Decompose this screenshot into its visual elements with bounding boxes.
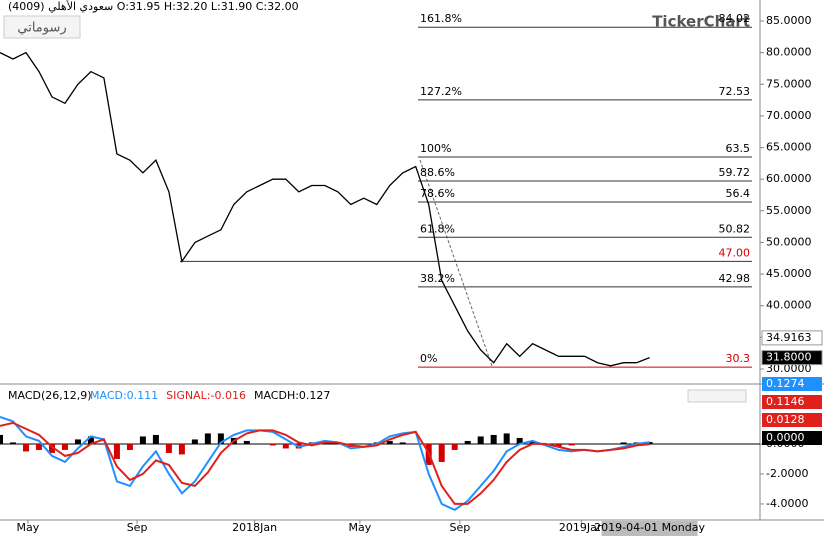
- macd-marker: [762, 431, 822, 445]
- histogram-bar: [126, 443, 133, 450]
- histogram-bar: [477, 436, 484, 444]
- histogram-bar: [282, 443, 289, 449]
- histogram-bar: [0, 434, 3, 444]
- panel-title: MACD(26,12,9): [8, 389, 92, 402]
- fib-value: 63.5: [726, 142, 751, 155]
- histogram-bar: [87, 436, 94, 444]
- histogram-bar: [165, 443, 172, 453]
- histogram-bar: [620, 442, 627, 444]
- fib-label: 88.6%: [420, 166, 455, 179]
- histogram-bar: [386, 440, 393, 444]
- fib-value: 56.4: [726, 187, 751, 200]
- panel-controls[interactable]: [687, 389, 747, 403]
- y-tick-label: 30.0000: [766, 362, 812, 375]
- histogram-bar: [555, 443, 562, 447]
- fib-value: 59.72: [719, 166, 751, 179]
- y-tick-label: 75.0000: [766, 77, 812, 90]
- legend-entry: MACD:0.111: [90, 389, 158, 402]
- y-tick-label: 40.0000: [766, 299, 812, 312]
- x-tick-label: May: [348, 521, 371, 534]
- histogram-bar: [217, 433, 224, 444]
- watermark: TickerChart: [652, 13, 750, 31]
- fib-label: 100%: [420, 142, 451, 155]
- histogram-bar: [464, 440, 471, 444]
- histogram-bar: [438, 443, 445, 462]
- price-marker-label: 34.9163: [766, 331, 812, 344]
- x-tick-label: 2018Jan: [232, 521, 277, 534]
- fib-label: 38.2%: [420, 272, 455, 285]
- x-tick-label: 2019Jan: [559, 521, 604, 534]
- macd-marker: [762, 413, 822, 427]
- fib-value: 42.98: [719, 272, 751, 285]
- histogram-bar: [35, 443, 42, 450]
- price-marker-label: 31.8000: [766, 351, 812, 364]
- crosshair-box: [601, 521, 698, 536]
- y-tick-label: 80.0000: [766, 46, 812, 59]
- histogram-bar: [61, 443, 68, 450]
- crosshair-label: 2019-04-01 Monday: [594, 521, 705, 534]
- button[interactable]: [3, 15, 81, 39]
- macd-marker-label: 0.0000: [766, 431, 805, 444]
- histogram-bar: [204, 433, 211, 444]
- price-marker: [761, 350, 823, 366]
- histogram-bar: [451, 443, 458, 450]
- histogram-bar: [22, 443, 29, 452]
- macd-marker: [762, 395, 822, 409]
- support-label: 47.00: [719, 246, 751, 259]
- fib-value: 50.82: [719, 222, 751, 235]
- legend-entry: MACDH:0.127: [254, 389, 330, 402]
- macd-marker: [762, 377, 822, 391]
- y-tick-label: -2.0000: [766, 467, 808, 480]
- histogram-bar: [48, 443, 55, 453]
- fib-label: 161.8%: [420, 12, 462, 25]
- fib-label: 61.8%: [420, 222, 455, 235]
- histogram-bar: [191, 439, 198, 444]
- histogram-bar: [399, 442, 406, 444]
- histogram-bar: [516, 437, 523, 444]
- price-line: [0, 51, 650, 367]
- histogram-bar: [113, 443, 120, 459]
- chart-title: سعودي الأهلي (4009) O:31.95 H:32.20 L:31…: [8, 0, 299, 13]
- y-tick-label: 85.0000: [766, 14, 812, 27]
- y-tick-label: 60.0000: [766, 172, 812, 185]
- y-tick-label: 70.0000: [766, 109, 812, 122]
- price-marker: [761, 330, 823, 346]
- histogram-bar: [269, 443, 276, 446]
- histogram-bar: [74, 439, 81, 444]
- y-tick-label: 50.0000: [766, 235, 812, 248]
- fib-value: 84.02: [719, 12, 751, 25]
- fib-label: 78.6%: [420, 187, 455, 200]
- histogram-bar: [529, 440, 536, 444]
- histogram-bar: [9, 442, 16, 444]
- macd-marker-label: 0.1146: [766, 395, 805, 408]
- fib-label: 127.2%: [420, 85, 462, 98]
- y-tick-label: -4.0000: [766, 497, 808, 510]
- trend-line: [419, 159, 493, 367]
- histogram-bar: [568, 443, 575, 446]
- fib-label: 0%: [420, 352, 437, 365]
- histogram-bar: [178, 443, 185, 455]
- histogram-bar: [152, 434, 159, 444]
- histogram-bar: [503, 433, 510, 444]
- y-tick-label: 55.0000: [766, 204, 812, 217]
- y-tick-label: 45.0000: [766, 267, 812, 280]
- legend-entry: SIGNAL:-0.016: [166, 389, 246, 402]
- x-tick-label: Sep: [450, 521, 471, 534]
- x-tick-label: Sep: [127, 521, 148, 534]
- button-label[interactable]: رسوماتي: [17, 21, 66, 36]
- macd-marker-label: 0.0128: [766, 413, 805, 426]
- x-tick-label: May: [17, 521, 40, 534]
- y-tick-label: 65.0000: [766, 141, 812, 154]
- macd-line: [0, 421, 650, 505]
- fib-value: 72.53: [719, 85, 751, 98]
- fib-value: 30.3: [726, 352, 751, 365]
- histogram-bar: [243, 440, 250, 444]
- macd-marker-label: 0.1274: [766, 377, 805, 390]
- histogram-bar: [490, 434, 497, 444]
- histogram-bar: [139, 436, 146, 444]
